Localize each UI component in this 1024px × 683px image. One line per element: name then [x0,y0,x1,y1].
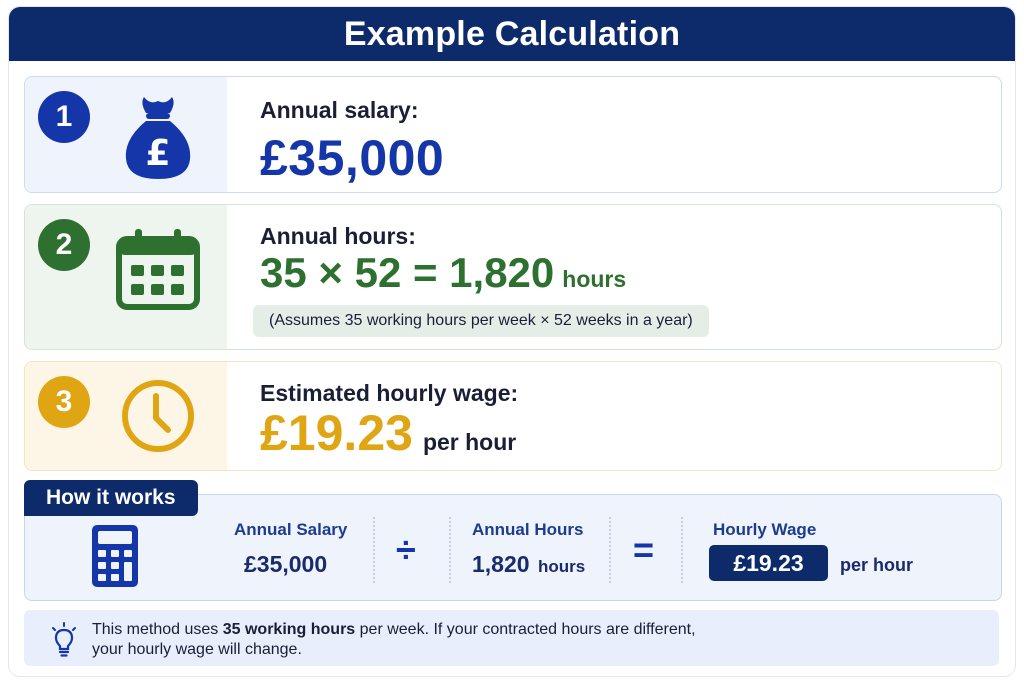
hourly-wage-heading: Hourly Wage [713,520,817,539]
hourly-wage-value: £19.23 per hour [260,404,516,462]
step-number-badge: 1 [38,91,90,143]
divider [609,517,611,583]
svg-text:£: £ [145,133,170,174]
how-it-works-tab: How it works [24,480,198,516]
annual-hours-heading: Annual Hours [472,520,584,539]
hourly-wage-unit: per hour [422,429,517,455]
assumption-note: (Assumes 35 working hours per week × 52 … [253,305,709,337]
calculator-icon [92,525,138,587]
annual-hours-value: 35 × 52 = 1,820 hours [260,249,626,297]
annual-salary-value: £35,000 [260,130,445,186]
hourly-wage-amount: £19.23 [260,405,413,461]
step-number-badge: 3 [38,376,90,428]
divider [373,517,375,583]
hourly-wage-result: £19.23 [709,545,828,581]
calendar-icon [116,229,200,310]
note-line-1-end: per week. If your contracted hours are d… [355,621,696,638]
divider [681,517,683,583]
annual-hours-number: 1,820 [472,551,530,577]
annual-hours-unit: hours [562,266,627,292]
annual-hours-equation: 35 × 52 = 1,820 [260,249,555,296]
divide-sign: ÷ [396,529,416,570]
hourly-wage-unit: per hour [840,555,914,575]
annual-hours-unit: hours [537,557,586,576]
note-line-2: your hourly wage will change. [92,641,302,658]
clock-icon [122,380,194,452]
annual-hours-label: Annual hours: [260,223,416,249]
step-number-badge: 2 [38,219,90,271]
page-title: Example Calculation [9,7,1015,61]
note-line-1-start: This method uses [92,621,223,638]
lightbulb-icon [52,622,76,657]
equals-sign: = [633,529,655,570]
step-hourly-wage: 3 Estimated hourly wage: £19.23 per hour [24,361,1002,471]
step-annual-salary: 1 £ Annual salary: £35,000 [24,76,1002,193]
calculation-card: Example Calculation 1 £ Annual salary: £… [8,6,1016,677]
money-bag-icon: £ [125,97,191,179]
step-annual-hours: 2 Annual hours: 35 × 52 = 1,820 hours (As… [24,204,1002,350]
annual-salary-amount: £35,000 [244,551,328,577]
annual-salary-label: Annual salary: [260,97,419,123]
annual-salary-heading: Annual Salary [234,520,348,539]
divider [449,517,451,583]
note-emphasis: 35 working hours [222,621,356,638]
annual-hours-amount: 1,820 hours [472,551,585,578]
hourly-wage-label: Estimated hourly wage: [260,380,519,406]
info-note: This method uses 35 working hours per we… [24,610,999,666]
note-text: This method uses 35 working hours per we… [92,620,852,660]
